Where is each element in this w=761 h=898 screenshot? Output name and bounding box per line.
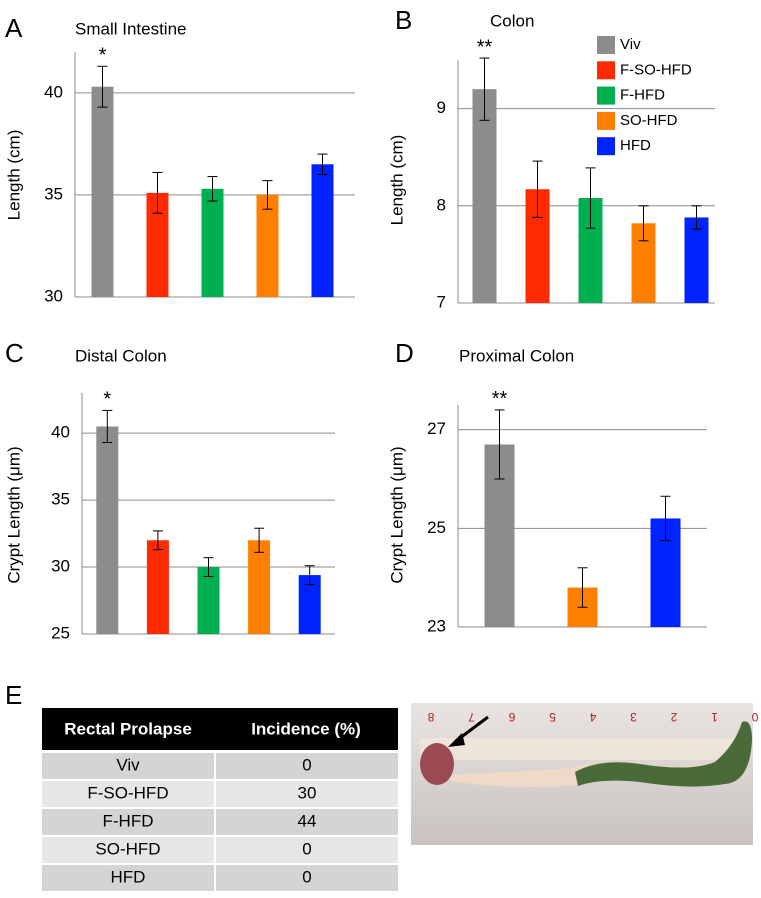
y-tick-label: 30 xyxy=(51,557,70,576)
ruler-label: 5 xyxy=(549,710,556,724)
table-header-cell: Incidence (%) xyxy=(251,719,361,738)
table-header-cell: Rectal Prolapse xyxy=(64,719,192,738)
bar xyxy=(146,192,169,297)
table: Rectal Prolapse Incidence (%) Viv 0 F-SO-H… xyxy=(42,708,398,891)
panel-letter: E xyxy=(5,680,22,710)
table-cell-text: SO-HFD xyxy=(95,839,160,858)
legend-swatch xyxy=(597,36,615,54)
ruler-label: 4 xyxy=(589,710,596,724)
panel-letter: A xyxy=(5,13,23,43)
ruler-label: 7 xyxy=(468,710,475,724)
arrow-head xyxy=(448,733,465,747)
legend-label: F-SO-HFD xyxy=(620,61,692,78)
table-cell xyxy=(216,753,398,779)
legend-label: HFD xyxy=(620,137,651,154)
ruler-label: 2 xyxy=(670,710,677,724)
table-cell-text: Viv xyxy=(116,755,140,774)
significance-annotation: ** xyxy=(477,36,493,58)
ruler-label: 3 xyxy=(630,710,637,724)
bar xyxy=(684,217,709,303)
table-cell-text: 0 xyxy=(302,867,311,886)
ruler-label: 1 xyxy=(711,710,718,724)
y-tick-label: 35 xyxy=(51,490,70,509)
y-axis-label: Crypt Length (μm) xyxy=(4,446,23,583)
significance-annotation: ** xyxy=(492,388,508,410)
y-axis-label: Crypt Length (μm) xyxy=(387,446,406,583)
bar xyxy=(248,540,271,634)
table-cell xyxy=(216,781,398,807)
bar xyxy=(472,89,497,303)
y-tick-label: 25 xyxy=(51,623,70,642)
panel-letter: D xyxy=(395,338,414,368)
legend-label: F-HFD xyxy=(620,87,665,104)
prolapse xyxy=(420,743,454,785)
table-cell xyxy=(42,837,214,863)
table-cell-text: 30 xyxy=(298,783,317,802)
bar xyxy=(197,567,220,634)
legend-label: SO-HFD xyxy=(620,112,678,129)
significance-annotation: * xyxy=(103,389,111,411)
significance-annotation: * xyxy=(99,45,107,67)
ruler-label: 6 xyxy=(508,710,515,724)
bar xyxy=(96,426,119,634)
table-header xyxy=(42,708,398,750)
legend-swatch xyxy=(597,61,615,80)
y-axis-label: Length (cm) xyxy=(387,135,406,226)
table-cell xyxy=(42,865,214,891)
ruler-label: 8 xyxy=(427,710,434,724)
intestine-stool xyxy=(575,721,752,787)
table-cell xyxy=(42,753,214,779)
bar xyxy=(91,86,114,297)
y-tick-label: 27 xyxy=(427,419,446,438)
table-cell-text: 0 xyxy=(302,755,311,774)
table-cell xyxy=(42,781,214,807)
y-tick-label: 40 xyxy=(51,423,70,442)
y-tick-label: 40 xyxy=(44,82,63,101)
chart-title: Proximal Colon xyxy=(459,346,574,365)
table-cell xyxy=(216,865,398,891)
bar xyxy=(201,188,224,297)
y-tick-label: 23 xyxy=(427,616,446,635)
table-cell-text: F-SO-HFD xyxy=(87,783,168,802)
table-cell xyxy=(216,837,398,863)
photo: 8 7 6 5 4 3 2 1 0 xyxy=(411,703,758,845)
legend-swatch xyxy=(597,111,615,130)
bar xyxy=(146,540,169,634)
bar xyxy=(311,164,334,297)
table-cell xyxy=(216,809,398,835)
table-cell-text: HFD xyxy=(111,867,146,886)
y-tick-label: 7 xyxy=(437,292,446,311)
y-tick-label: 30 xyxy=(44,286,63,305)
table-cell xyxy=(42,809,214,835)
chart-title: Distal Colon xyxy=(75,346,167,365)
table-cell-text: 0 xyxy=(302,839,311,858)
panel-letter: B xyxy=(395,5,412,35)
chart-title: Small Intestine xyxy=(75,19,187,38)
panel-letter: C xyxy=(5,338,24,368)
y-tick-label: 25 xyxy=(427,518,446,537)
table-cell-text: F-HFD xyxy=(103,811,154,830)
ruler-label: 0 xyxy=(751,710,758,724)
legend-label: Viv xyxy=(620,36,641,53)
legend-swatch xyxy=(597,86,615,105)
y-tick-label: 8 xyxy=(437,195,446,214)
bar xyxy=(256,194,279,297)
ruler xyxy=(420,738,745,760)
y-tick-label: 9 xyxy=(437,98,446,117)
y-axis-label: Length (cm) xyxy=(4,130,23,221)
chart-title: Colon xyxy=(490,11,534,30)
table-cell-text: 44 xyxy=(298,811,317,830)
y-tick-label: 35 xyxy=(44,184,63,203)
bar xyxy=(298,575,321,634)
legend-swatch xyxy=(597,137,615,156)
